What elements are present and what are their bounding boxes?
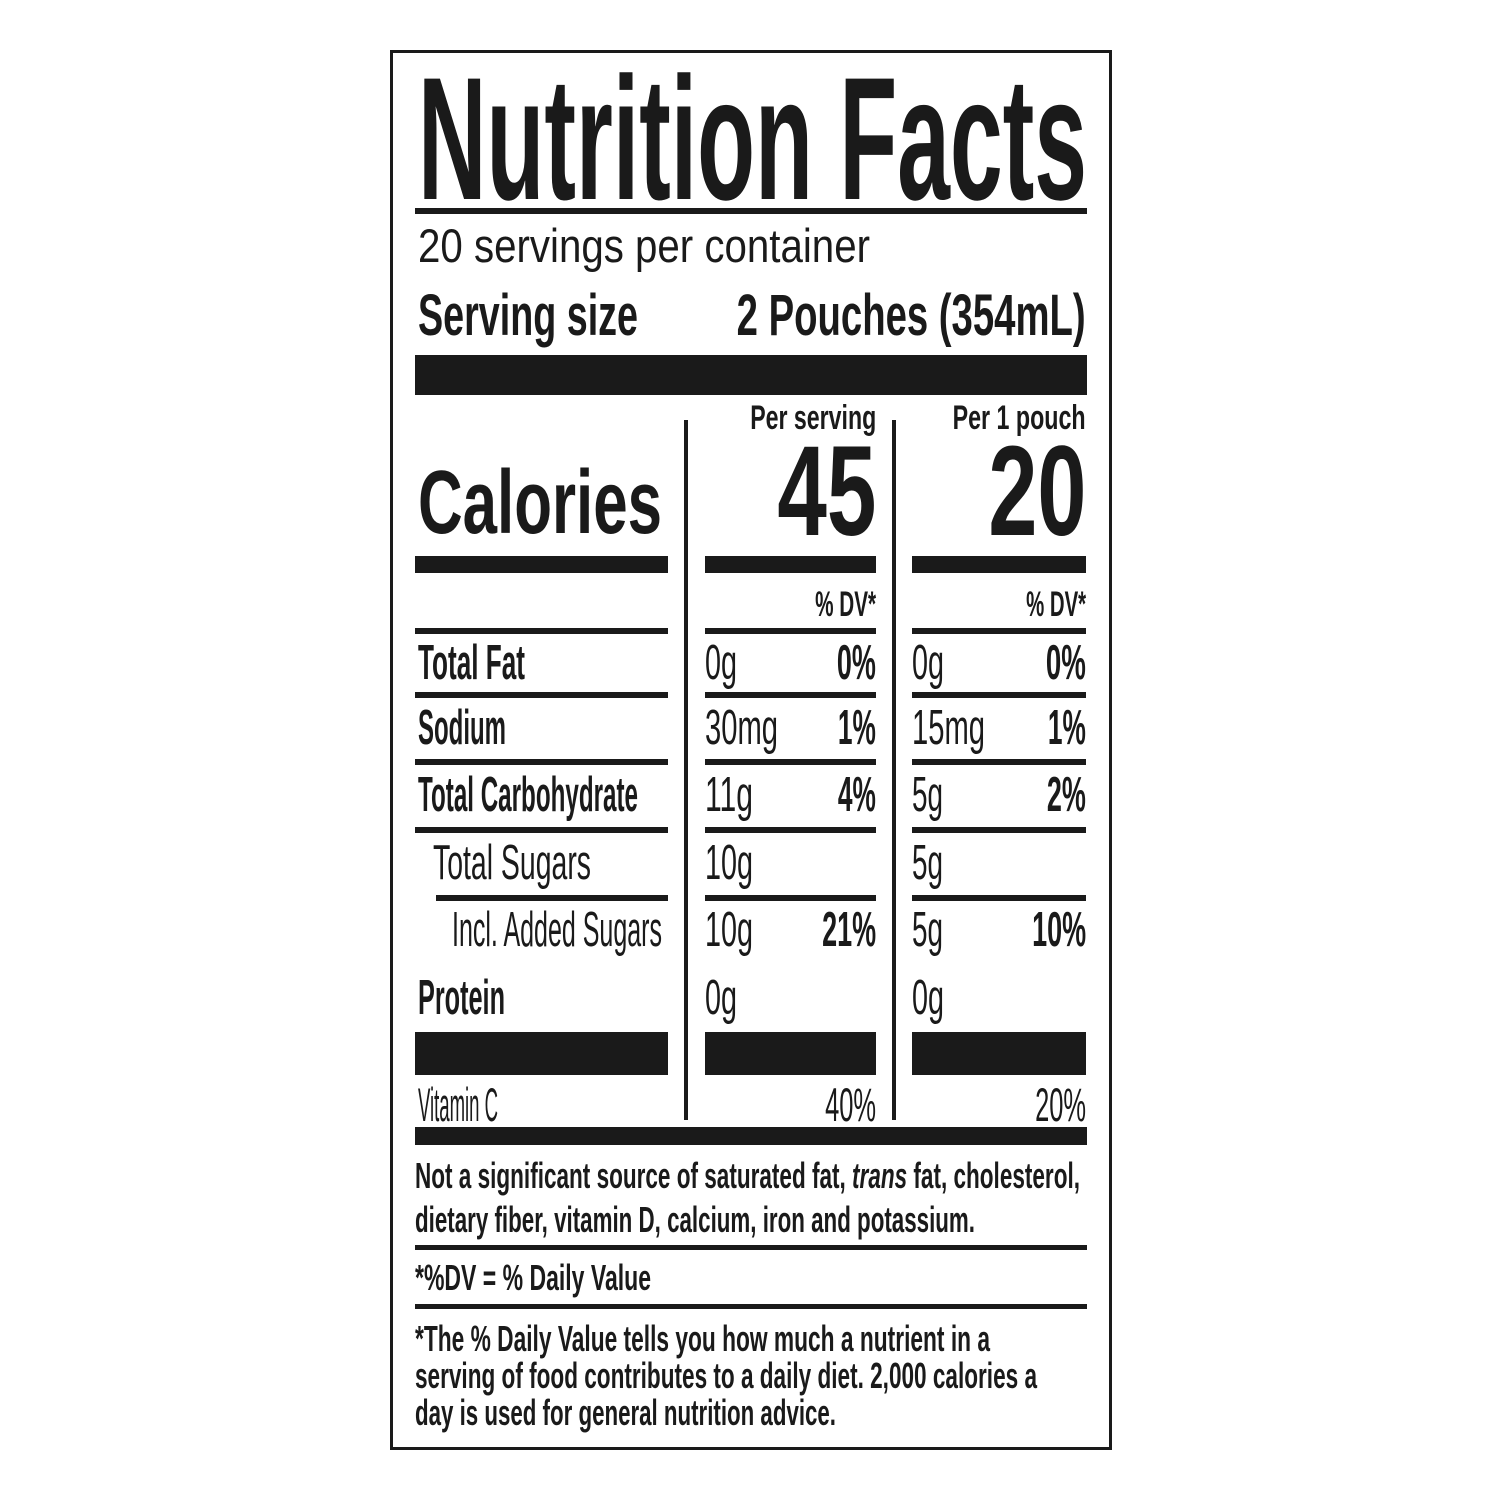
nutrient-amount: 5g	[912, 768, 943, 822]
footnote-rule	[415, 1127, 1087, 1145]
nutrient-amount: 15mg	[912, 701, 985, 755]
nutrient-dv: 2%	[1047, 768, 1086, 822]
footnote-text: Not a significant source of saturated fa…	[415, 1155, 853, 1196]
dv-explanation-line-2: serving of food contributes to a daily d…	[415, 1355, 1037, 1396]
nutrient-name-added-sugars: Incl. Added Sugars	[452, 903, 662, 957]
dv-header: % DV*	[1026, 585, 1086, 624]
nutrient-amount: 0g	[705, 971, 737, 1025]
nutrient-name-total-fat: Total Fat	[418, 636, 525, 690]
nutrient-dv: 1%	[838, 701, 876, 755]
nutrient-amount: 10g	[705, 836, 753, 890]
footnote-text: fat, cholesterol,	[907, 1155, 1080, 1196]
nutrient-amount: 0g	[705, 636, 737, 690]
footnote-rule	[415, 1304, 1087, 1309]
row-rule	[912, 895, 1086, 901]
thick-rule	[415, 355, 1087, 395]
nutrient-dv: 21%	[822, 903, 876, 957]
row-rule	[415, 628, 668, 634]
serving-size-value: 2 Pouches (354mL)	[737, 283, 1086, 348]
nutrient-amount: 10g	[705, 903, 753, 957]
calories-label: Calories	[418, 453, 662, 553]
label-title: Nutrition Facts	[418, 42, 1087, 237]
footnote-rule	[415, 1245, 1087, 1250]
footnote-not-significant-line-1: Not a significant source of saturated fa…	[415, 1158, 1080, 1194]
nutrition-label-border	[390, 50, 1112, 1450]
row-rule	[912, 692, 1086, 698]
row-rule	[415, 827, 668, 833]
nutrient-name-total-carbohydrate: Total Carbohydrate	[418, 768, 638, 822]
calories-rule	[912, 556, 1086, 573]
row-rule	[705, 895, 876, 901]
dv-explanation-line-1: *The % Daily Value tells you how much a …	[415, 1318, 990, 1359]
footnote-italic-text: trans	[852, 1155, 908, 1196]
nutrient-amount: 11g	[705, 768, 753, 822]
row-rule	[912, 827, 1086, 833]
calories-rule	[415, 556, 668, 573]
nutrient-name-total-sugars: Total Sugars	[433, 836, 591, 890]
vitamin-name-vitamin-c: Vitamin C	[418, 1078, 498, 1131]
title-rule	[415, 208, 1087, 214]
row-rule	[436, 895, 668, 901]
nutrient-name-protein: Protein	[418, 971, 505, 1025]
nutrient-amount: 30mg	[705, 701, 778, 755]
nutrient-amount: 5g	[912, 836, 943, 890]
vitamin-dv: 20%	[1035, 1078, 1086, 1131]
nutrient-name-sodium: Sodium	[418, 701, 506, 755]
column-divider	[892, 420, 896, 1120]
column-header-per-serving: Per serving	[750, 399, 876, 437]
nutrient-dv: 1%	[1048, 701, 1086, 755]
calories-per-pouch: 20	[988, 420, 1086, 563]
servings-per-container: 20 servings per container	[418, 219, 870, 272]
footnote-not-significant-line-2: dietary fiber, vitamin D, calcium, iron …	[415, 1199, 975, 1240]
vitamin-dv: 40%	[825, 1078, 876, 1131]
column-header-per-pouch: Per 1 pouch	[953, 399, 1086, 437]
calories-per-serving: 45	[777, 420, 876, 563]
row-rule	[415, 692, 668, 698]
nutrient-dv: 10%	[1032, 903, 1086, 957]
dv-definition: *%DV = % Daily Value	[415, 1257, 651, 1298]
row-rule	[705, 827, 876, 833]
row-rule	[912, 759, 1086, 765]
nutrient-dv: 0%	[1046, 636, 1086, 690]
dv-header: % DV*	[815, 585, 876, 624]
row-rule	[705, 628, 876, 634]
row-rule	[912, 628, 1086, 634]
serving-size-label: Serving size	[418, 283, 638, 348]
calories-rule	[705, 556, 876, 573]
nutrient-amount: 0g	[912, 636, 944, 690]
row-rule	[705, 692, 876, 698]
nutrient-dv: 0%	[837, 636, 876, 690]
row-rule	[415, 759, 668, 765]
nutrient-amount: 0g	[912, 971, 944, 1025]
vitamin-rule	[705, 1032, 876, 1075]
vitamin-rule	[912, 1032, 1086, 1075]
row-rule	[705, 759, 876, 765]
dv-explanation-line-3: day is used for general nutrition advice…	[415, 1392, 836, 1433]
column-divider	[684, 420, 688, 1120]
nutrient-dv: 4%	[838, 768, 876, 822]
nutrient-amount: 5g	[912, 903, 943, 957]
vitamin-rule	[415, 1032, 668, 1075]
